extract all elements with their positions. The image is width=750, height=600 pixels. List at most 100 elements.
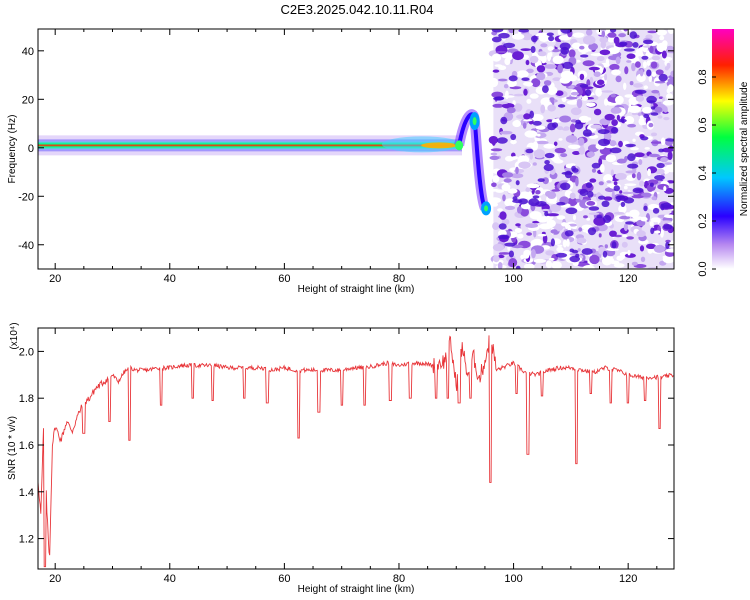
noise-blob [572, 32, 585, 38]
noise-blob [615, 95, 624, 105]
noise-blob [533, 258, 547, 263]
colorbar-tick-label: 0.0 [697, 261, 709, 276]
noise-blob [520, 202, 532, 210]
noise-blob [619, 190, 623, 194]
noise-blob [605, 154, 617, 163]
noise-blob [663, 214, 674, 218]
noise-blob-strong [665, 241, 670, 249]
noise-blob [650, 141, 664, 144]
carrier-widening [381, 136, 462, 153]
noise-blob [524, 130, 538, 138]
noise-blob-strong [658, 73, 668, 82]
noise-blob [551, 119, 559, 124]
noise-blob [611, 119, 618, 126]
noise-blob [596, 56, 605, 62]
noise-blob [572, 151, 581, 155]
noise-blob [632, 216, 643, 219]
noise-blob [551, 48, 561, 53]
noise-blob [566, 96, 578, 100]
noise-blob [543, 143, 556, 149]
noise-blob-strong [579, 84, 589, 88]
noise-blob [657, 115, 663, 119]
noise-blob [551, 261, 562, 269]
noise-blob-strong [649, 182, 654, 187]
noise-blob [661, 147, 674, 153]
noise-blob [639, 47, 645, 50]
noise-blob-strong [543, 163, 554, 172]
noise-blob [654, 106, 663, 113]
noise-blob-strong [571, 249, 579, 254]
noise-blob [525, 223, 539, 229]
noise-blob [627, 249, 631, 256]
noise-blob [515, 223, 521, 227]
noise-blob [641, 192, 652, 198]
noise-blob [488, 197, 502, 204]
noise-blob [575, 177, 579, 187]
noise-blob [491, 91, 504, 98]
noise-blob [631, 62, 636, 72]
noise-blob [625, 212, 631, 217]
noise-blob-strong [518, 29, 530, 33]
noise-blob [585, 29, 593, 36]
noise-blob [640, 256, 646, 262]
noise-blob [624, 156, 628, 161]
noise-blob [536, 216, 549, 223]
noise-blob [667, 151, 673, 161]
noise-blob [609, 63, 620, 71]
noise-blob [578, 227, 583, 232]
noise-blob [576, 98, 583, 109]
noise-blob-strong [627, 163, 639, 169]
noise-blob [634, 152, 645, 158]
carrier-band [38, 141, 462, 150]
noise-blob-strong [580, 54, 589, 58]
x-tick-label: 80 [393, 573, 405, 585]
noise-blob [568, 144, 581, 150]
x-tick-label: 100 [504, 573, 522, 585]
noise-blob-strong [650, 227, 655, 235]
noise-blob-strong [532, 120, 542, 126]
noise-blob [582, 35, 596, 45]
noise-blob [565, 135, 578, 143]
noise-blob-strong [640, 136, 649, 141]
noise-blob [643, 85, 649, 90]
noise-blob [514, 228, 523, 233]
noise-blob-strong [510, 133, 517, 141]
noise-blob [632, 138, 636, 142]
noise-blob [502, 29, 508, 34]
noise-blob [609, 140, 617, 147]
noise-blob-strong [535, 201, 547, 207]
doppler-peak-upper-core [472, 117, 477, 126]
noise-blob [491, 182, 497, 188]
noise-blob [658, 222, 664, 227]
noise-blob [550, 203, 562, 213]
spectrogram-image [38, 29, 674, 269]
noise-blob [598, 233, 602, 238]
noise-blob [572, 214, 577, 221]
noise-blob [646, 60, 651, 66]
y-tick-label: -20 [18, 191, 34, 203]
noise-blob [526, 183, 540, 189]
y-tick-label: 40 [22, 46, 34, 58]
noise-blob [522, 122, 527, 129]
noise-blob [631, 112, 638, 116]
noise-blob [601, 256, 613, 266]
noise-blob [544, 64, 557, 69]
noise-blob [583, 215, 588, 219]
y-tick-label: -40 [18, 240, 34, 252]
snr-panel: 20 40 60 80 100 120 2.0 1.8 1.6 1.4 1.2 Height of… [7, 322, 675, 595]
noise-blob-strong [575, 253, 580, 258]
noise-blob-strong [556, 201, 566, 206]
noise-blob [521, 33, 533, 41]
noise-blob-strong [596, 215, 603, 219]
colorbar-tick-label: 0.4 [697, 165, 709, 180]
noise-blob [619, 215, 631, 220]
noise-blob [639, 180, 645, 187]
noise-blob [623, 29, 628, 32]
noise-blob-strong [560, 182, 571, 191]
noise-blob [520, 209, 527, 216]
noise-blob [558, 138, 563, 141]
noise-blob-strong [544, 160, 550, 165]
noise-blob-strong [591, 162, 601, 169]
noise-blob [529, 93, 539, 99]
noise-blob [582, 265, 595, 269]
